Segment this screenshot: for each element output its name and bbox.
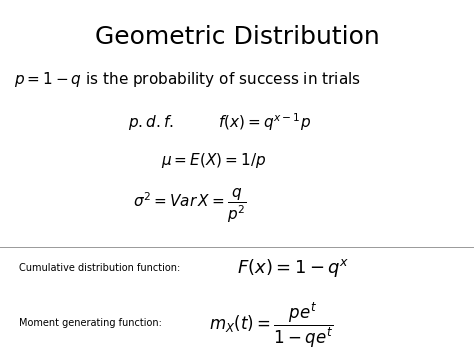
Text: $p.d.f.$: $p.d.f.$ <box>128 113 173 132</box>
Text: $\mu=E(X)=1/p$: $\mu=E(X)=1/p$ <box>161 151 266 170</box>
Text: $f(x)=q^{x-1}p$: $f(x)=q^{x-1}p$ <box>218 111 311 133</box>
Text: Cumulative distribution function:: Cumulative distribution function: <box>19 263 180 273</box>
Text: $m_X(t) = \dfrac{pe^t}{1 - qe^t}$: $m_X(t) = \dfrac{pe^t}{1 - qe^t}$ <box>209 300 333 350</box>
Text: $F(x) = 1 - q^x$: $F(x) = 1 - q^x$ <box>237 257 349 279</box>
Text: Moment generating function:: Moment generating function: <box>19 318 162 328</box>
Text: $\sigma^2=Var\,X=\dfrac{q}{p^2}$: $\sigma^2=Var\,X=\dfrac{q}{p^2}$ <box>133 187 246 225</box>
Text: Geometric Distribution: Geometric Distribution <box>95 25 379 49</box>
Text: $p=1-q$ is the probability of success in trials: $p=1-q$ is the probability of success in… <box>14 70 361 89</box>
